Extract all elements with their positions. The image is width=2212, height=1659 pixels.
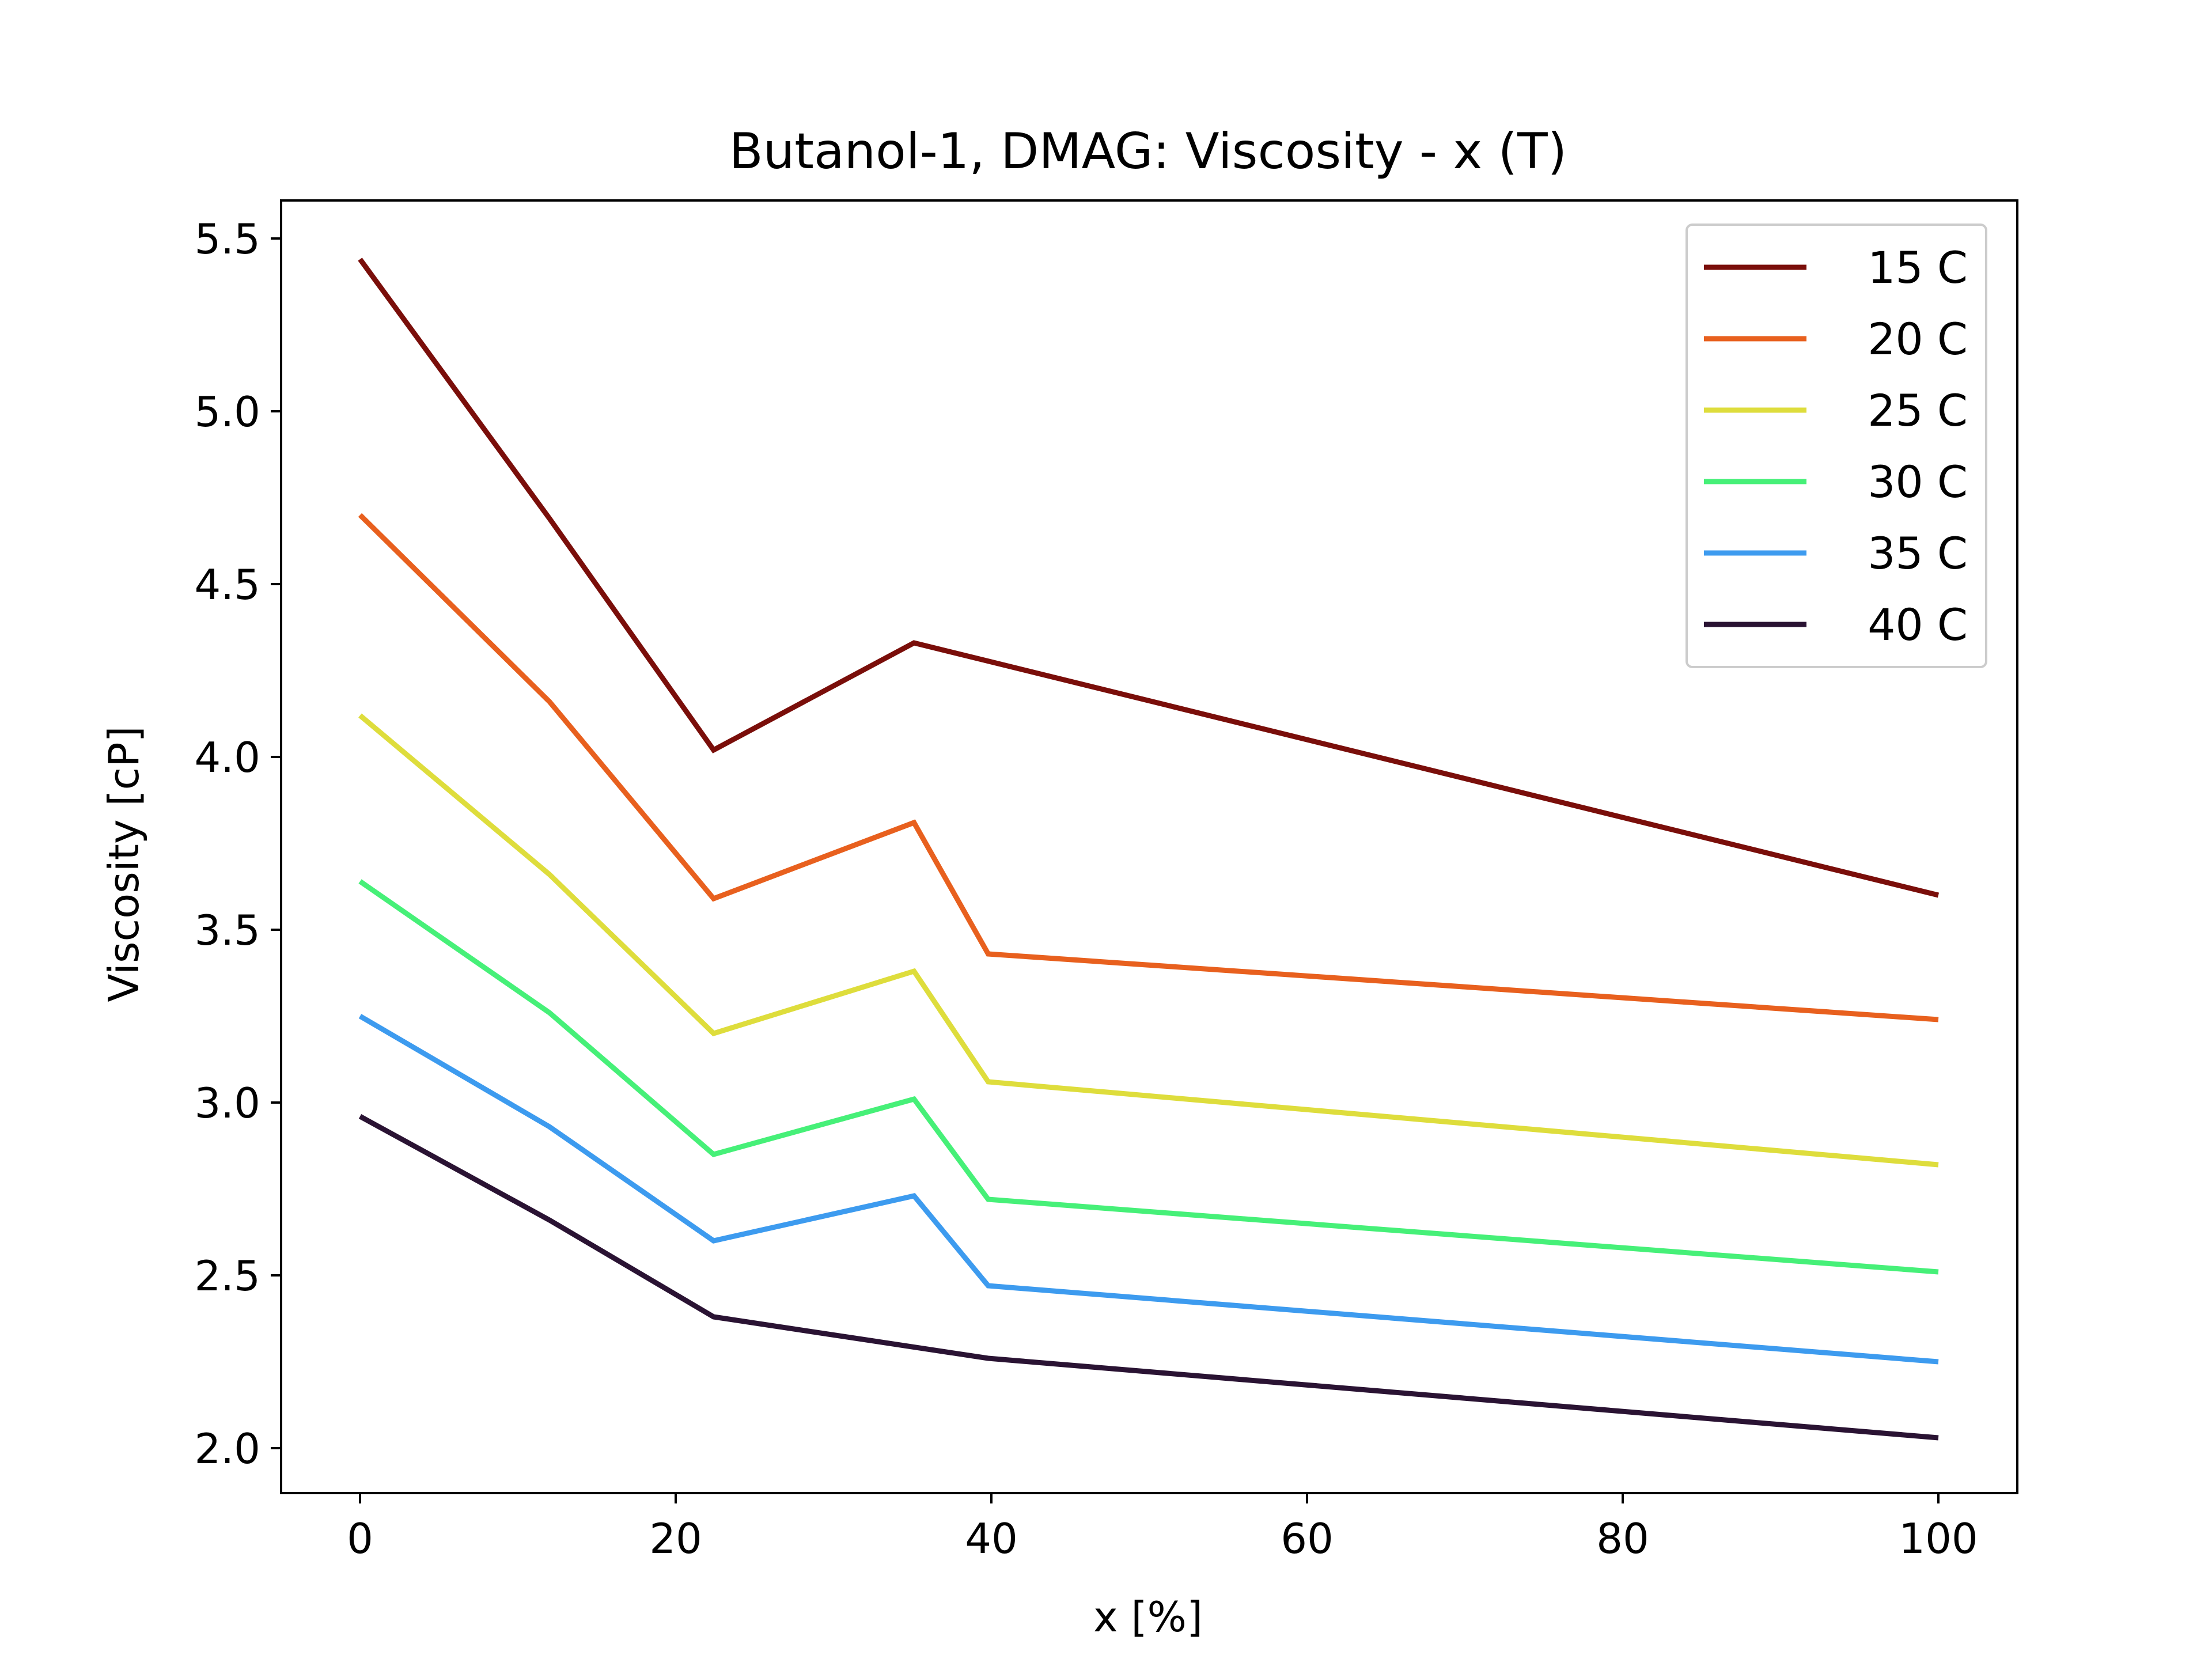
plot-area	[280, 199, 2018, 1494]
legend-label: 30 C	[1868, 456, 1968, 507]
series-group	[358, 257, 1940, 1441]
x-tick-label: 40	[965, 1514, 1018, 1563]
chart-title: Butanol-1, DMAG: Viscosity - x (T)	[729, 123, 1567, 180]
x-tick-label: 0	[347, 1514, 373, 1563]
y-tick-label: 2.0	[194, 1425, 260, 1473]
series-line-35-c	[358, 1014, 1939, 1365]
x-tick-label: 80	[1596, 1514, 1649, 1563]
y-tick-label: 5.5	[194, 215, 260, 263]
legend-label: 15 C	[1868, 242, 1968, 293]
x-axis-label: x [%]	[1093, 1593, 1203, 1641]
axes-frame	[280, 199, 2018, 1494]
x-axis: 0 20 40 60 80 100	[347, 1493, 1978, 1563]
series-line-25-c	[358, 713, 1939, 1168]
legend: 15 C 20 C 25 C 30 C 35 C 40 C	[1685, 224, 1987, 668]
y-tick-label: 5.0	[194, 388, 260, 436]
y-tick-label: 3.5	[194, 906, 260, 955]
legend-label: 35 C	[1868, 528, 1968, 579]
y-axis-label: Viscosity [cP]	[100, 726, 148, 1002]
y-tick-label: 3.0	[194, 1079, 260, 1127]
series-line-30-c	[358, 879, 1939, 1275]
x-tick-label: 20	[649, 1514, 702, 1563]
legend-box	[1685, 224, 1987, 668]
y-tick-label: 2.5	[194, 1252, 260, 1300]
y-tick-label: 4.5	[194, 560, 260, 609]
series-line-15-c	[358, 257, 1940, 898]
x-tick-label: 60	[1281, 1514, 1334, 1563]
x-tick-label: 100	[1899, 1514, 1978, 1563]
legend-label: 20 C	[1868, 313, 1968, 365]
legend-label: 25 C	[1868, 385, 1968, 436]
y-axis: 2.0 2.5 3.0 3.5 4.0 4.5 5.0 5.5	[194, 215, 281, 1473]
series-line-20-c	[358, 513, 1939, 1022]
legend-label: 40 C	[1868, 599, 1968, 650]
y-tick-label: 4.0	[194, 733, 260, 782]
series-line-40-c	[358, 1114, 1939, 1441]
